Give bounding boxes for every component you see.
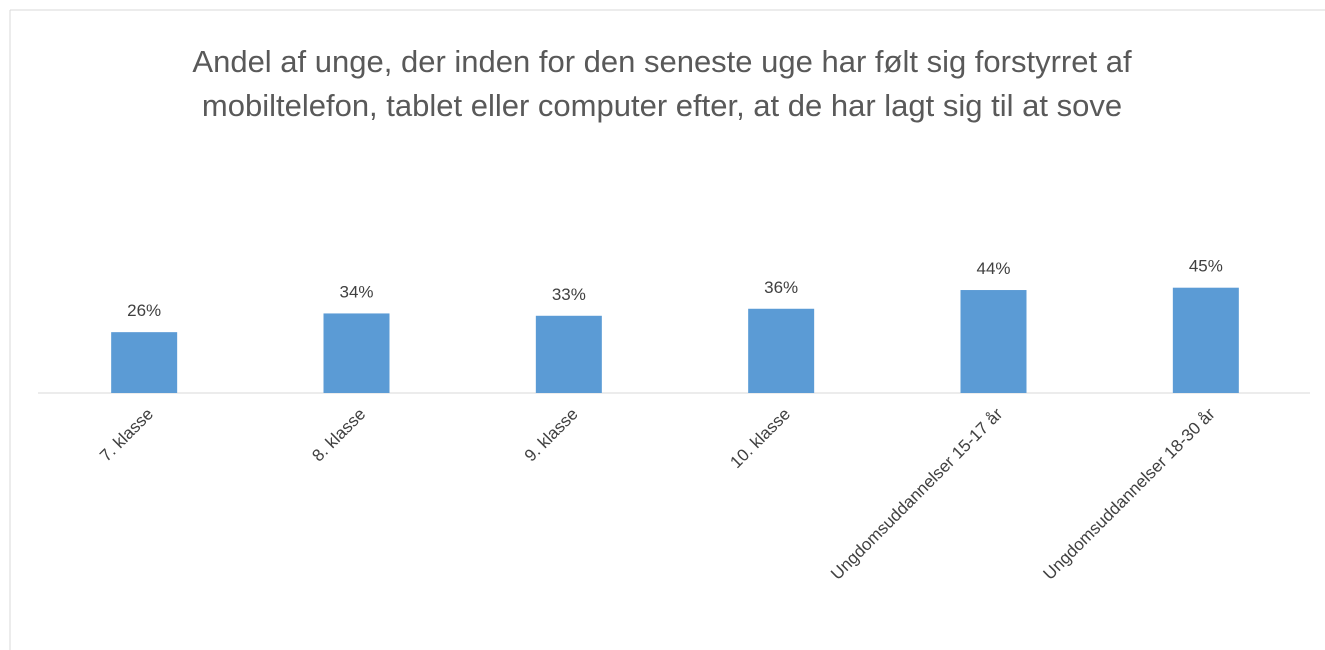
data-label: 36%: [764, 278, 798, 297]
x-tick-label: Ungdomsuddannelser 18-30 år: [1039, 404, 1218, 583]
x-tick-label: 9. klasse: [521, 404, 582, 465]
data-label: 26%: [127, 301, 161, 320]
data-label: 45%: [1189, 257, 1223, 276]
bar: [748, 308, 815, 393]
bar: [535, 315, 602, 393]
x-tick-label: 7. klasse: [96, 404, 157, 465]
chart-title: Andel af unge, der inden for den seneste…: [192, 44, 1132, 123]
data-label: 34%: [339, 282, 373, 301]
x-tick-label: 8. klasse: [308, 404, 369, 465]
bar: [111, 332, 178, 393]
x-tick-label: Ungdomsuddannelser 15-17 år: [827, 404, 1006, 583]
bar: [323, 313, 390, 393]
x-tick-label: 10. klasse: [726, 404, 794, 472]
data-label: 33%: [552, 285, 586, 304]
bar: [1172, 287, 1239, 393]
data-label: 44%: [976, 259, 1010, 278]
bar: [960, 290, 1027, 393]
